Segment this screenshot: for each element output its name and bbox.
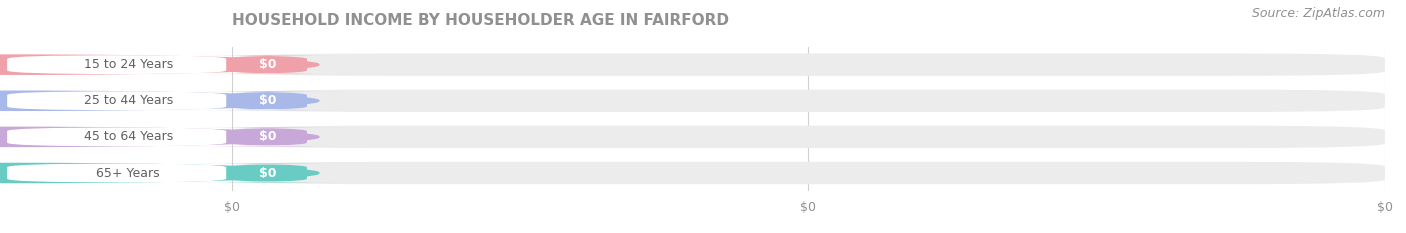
FancyBboxPatch shape xyxy=(191,127,344,146)
FancyBboxPatch shape xyxy=(7,164,226,182)
Circle shape xyxy=(0,127,319,147)
FancyBboxPatch shape xyxy=(191,91,344,110)
Text: 25 to 44 Years: 25 to 44 Years xyxy=(83,94,173,107)
Text: 15 to 24 Years: 15 to 24 Years xyxy=(83,58,173,71)
Text: 65+ Years: 65+ Years xyxy=(97,167,160,179)
FancyBboxPatch shape xyxy=(232,53,1385,76)
Text: $0: $0 xyxy=(259,94,277,107)
Text: HOUSEHOLD INCOME BY HOUSEHOLDER AGE IN FAIRFORD: HOUSEHOLD INCOME BY HOUSEHOLDER AGE IN F… xyxy=(232,13,728,28)
Text: $0: $0 xyxy=(259,58,277,71)
FancyBboxPatch shape xyxy=(191,55,344,74)
Circle shape xyxy=(0,55,319,74)
FancyBboxPatch shape xyxy=(7,127,226,146)
FancyBboxPatch shape xyxy=(7,55,226,74)
Text: Source: ZipAtlas.com: Source: ZipAtlas.com xyxy=(1251,7,1385,20)
Circle shape xyxy=(0,91,319,110)
FancyBboxPatch shape xyxy=(232,126,1385,148)
Text: $0: $0 xyxy=(259,130,277,143)
Circle shape xyxy=(0,163,319,183)
FancyBboxPatch shape xyxy=(232,89,1385,112)
Text: 45 to 64 Years: 45 to 64 Years xyxy=(83,130,173,143)
FancyBboxPatch shape xyxy=(232,162,1385,184)
FancyBboxPatch shape xyxy=(7,91,226,110)
Text: $0: $0 xyxy=(259,167,277,179)
FancyBboxPatch shape xyxy=(191,164,344,182)
